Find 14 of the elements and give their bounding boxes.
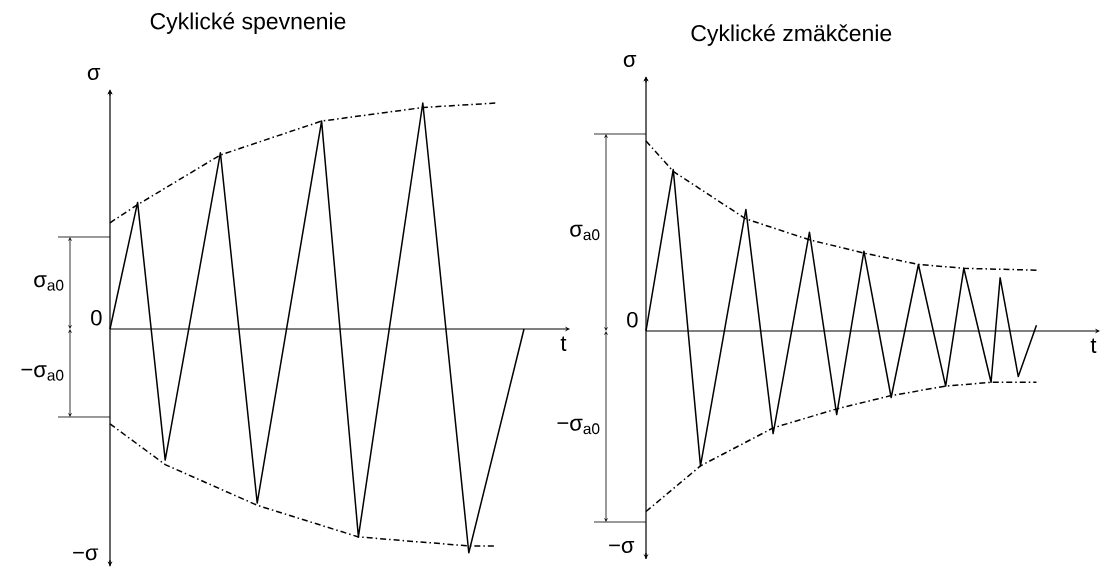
text: −σ — [609, 541, 635, 553]
text: 0 — [91, 309, 102, 326]
text: −σ$_{a0}$ — [21, 365, 64, 381]
chart-title: Cyklické zmäkčenie — [691, 24, 892, 46]
chart-title: Cyklické spevnenie — [150, 12, 346, 34]
text: 0 — [627, 311, 638, 328]
y-axis-title: σ — [87, 68, 101, 80]
text: σ$_{a0}$ — [570, 224, 600, 241]
text: −σ$_{a0}$ — [557, 418, 600, 435]
y-axis-title: σ — [623, 55, 637, 67]
text: σ$_{a0}$ — [34, 275, 64, 291]
x-axis-title: t — [1090, 338, 1097, 353]
x-axis-title: t — [560, 336, 567, 351]
text: −σ — [73, 548, 99, 561]
